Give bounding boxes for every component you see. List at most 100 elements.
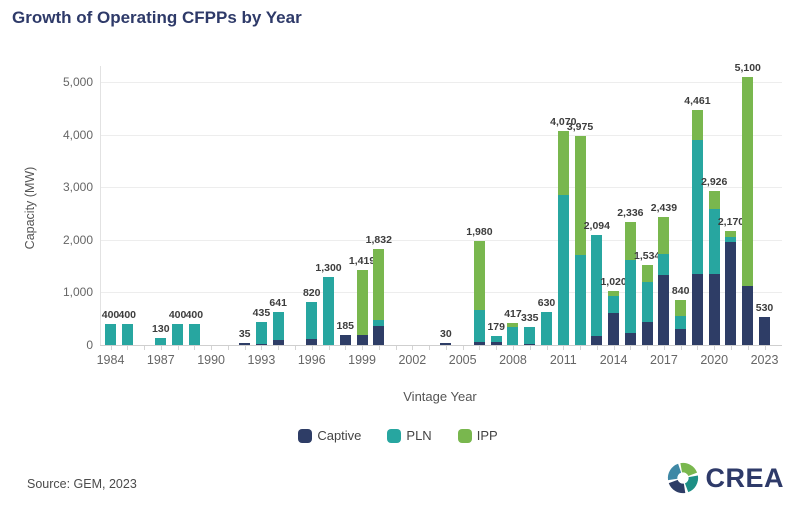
bar-1997-segment-pln bbox=[323, 277, 334, 345]
bar-value-label-2013: 2,094 bbox=[583, 220, 610, 232]
bar-value-label-2016: 1,534 bbox=[633, 250, 661, 262]
bar-value-label-1997: 1,300 bbox=[315, 262, 342, 274]
bar-value-label-1992: 35 bbox=[238, 328, 251, 340]
bar-2013-segment-captive bbox=[591, 336, 603, 345]
x-tick-label-2023: 2023 bbox=[750, 353, 779, 367]
x-tick-1992 bbox=[244, 346, 246, 350]
bar-1985-segment-pln bbox=[121, 324, 133, 345]
page-title: Growth of Operating CFPPs by Year bbox=[12, 8, 302, 27]
bar-2022-segment-captive bbox=[742, 286, 754, 345]
bar-value-label-2019: 4,461 bbox=[684, 95, 711, 107]
bar-2020-segment-captive bbox=[708, 274, 720, 345]
x-tick-1997 bbox=[328, 346, 330, 350]
bar-1998-segment-captive bbox=[339, 335, 351, 345]
x-tick-1988 bbox=[177, 346, 179, 350]
x-tick-2000 bbox=[378, 346, 380, 350]
bar-value-label-1984: 400 bbox=[101, 309, 120, 321]
x-tick-1996 bbox=[311, 346, 313, 350]
bar-value-label-2022: 5,100 bbox=[734, 62, 761, 74]
x-tick-2011 bbox=[563, 346, 565, 350]
x-tick-1987 bbox=[160, 346, 162, 350]
bar-2011-segment-pln bbox=[557, 195, 569, 345]
bar-2018-segment-pln bbox=[675, 316, 687, 329]
bar-value-label-2004: 30 bbox=[440, 328, 452, 340]
x-tick-label-1987: 1987 bbox=[146, 353, 175, 367]
bar-2000-segment-pln bbox=[373, 320, 385, 326]
x-tick-label-1999: 1999 bbox=[348, 353, 376, 367]
bar-2012-segment-pln bbox=[574, 255, 586, 345]
bar-2007-segment-captive bbox=[490, 342, 502, 345]
bar-2018-segment-captive bbox=[675, 329, 687, 345]
bar-value-label-2020: 2,926 bbox=[701, 176, 728, 188]
legend-item-ipp: IPP bbox=[457, 428, 498, 443]
x-tick-2002 bbox=[412, 346, 414, 350]
bar-2000-segment-captive bbox=[373, 326, 385, 345]
bar-2017-segment-ipp bbox=[658, 217, 670, 254]
x-tick-2004 bbox=[445, 346, 447, 350]
bar-2012-segment-ipp bbox=[574, 136, 586, 255]
x-tick-2020 bbox=[714, 346, 716, 350]
crea-logo-text: CREA bbox=[705, 462, 784, 493]
bar-1987-segment-pln bbox=[155, 338, 167, 345]
gridline-y-3000 bbox=[101, 187, 782, 189]
x-tick-2017 bbox=[663, 346, 665, 350]
legend-label-captive: Captive bbox=[317, 428, 362, 443]
x-tick-label-2017: 2017 bbox=[650, 353, 678, 367]
bar-2022-segment-ipp bbox=[742, 77, 754, 286]
x-tick-2022 bbox=[747, 346, 749, 350]
x-tick-label-2008: 2008 bbox=[499, 353, 527, 367]
bar-value-label-2006: 1,980 bbox=[466, 226, 493, 238]
x-tick-label-1990: 1990 bbox=[197, 353, 226, 367]
bar-value-label-1988: 400 bbox=[168, 309, 187, 321]
bar-value-label-2012: 3,975 bbox=[566, 121, 594, 133]
x-tick-label-2005: 2005 bbox=[448, 353, 477, 367]
bar-2000-segment-ipp bbox=[373, 249, 385, 320]
bar-1996-segment-pln bbox=[306, 302, 318, 339]
bar-2006-segment-captive bbox=[473, 342, 485, 345]
crea-logo: CREA bbox=[666, 461, 784, 495]
legend-label-ipp: IPP bbox=[476, 428, 498, 443]
x-tick-1998 bbox=[345, 346, 347, 350]
y-axis-title: Capacity (MW) bbox=[23, 166, 37, 250]
x-tick-1991 bbox=[227, 346, 229, 350]
bar-2009-segment-captive bbox=[524, 344, 536, 345]
x-tick-2015 bbox=[630, 346, 632, 350]
bar-2016-segment-ipp bbox=[641, 265, 653, 282]
bar-2009-segment-pln bbox=[524, 327, 536, 344]
x-tick-label-1996: 1996 bbox=[297, 353, 326, 367]
legend-item-pln: PLN bbox=[387, 428, 432, 443]
x-tick-2009 bbox=[529, 346, 531, 350]
x-tick-2006 bbox=[479, 346, 481, 350]
bar-2007-segment-pln bbox=[490, 336, 502, 342]
x-tick-2023 bbox=[764, 346, 766, 350]
x-tick-2019 bbox=[697, 346, 699, 350]
crea-logo-icon bbox=[668, 462, 699, 494]
bar-2014-segment-pln bbox=[608, 296, 620, 313]
y-tick-label-0: 0 bbox=[86, 338, 93, 352]
x-tick-1994 bbox=[278, 346, 280, 350]
bar-value-label-2023: 530 bbox=[755, 302, 774, 314]
bar-2011-segment-ipp bbox=[557, 131, 569, 195]
x-axis-title: Vintage Year bbox=[403, 389, 477, 404]
x-tick-1999 bbox=[362, 346, 364, 350]
bar-value-label-2011: 4,070 bbox=[550, 116, 577, 128]
legend-label-pln: PLN bbox=[406, 428, 432, 443]
bar-2017-segment-pln bbox=[658, 254, 670, 275]
bar-1994-segment-captive bbox=[272, 340, 284, 345]
y-tick-label-5000: 5,000 bbox=[62, 75, 93, 89]
bar-value-label-2010: 630 bbox=[537, 297, 556, 309]
bar-value-label-2008: 417 bbox=[504, 308, 522, 320]
bar-2008-segment-pln bbox=[507, 327, 519, 345]
bar-1999-segment-captive bbox=[356, 335, 368, 345]
bar-value-label-1989: 400 bbox=[185, 309, 204, 321]
bar-2014-segment-ipp bbox=[608, 291, 620, 296]
bar-2013-segment-pln bbox=[591, 235, 603, 336]
bar-value-label-1993: 435 bbox=[252, 307, 271, 319]
bar-2020-segment-ipp bbox=[708, 191, 720, 209]
bar-value-label-2009: 335 bbox=[520, 312, 539, 324]
bar-2021-segment-captive bbox=[725, 242, 737, 345]
bar-value-label-2017: 2,439 bbox=[650, 202, 678, 214]
bar-1996-segment-captive bbox=[306, 339, 318, 345]
bar-2020-segment-pln bbox=[708, 209, 720, 274]
